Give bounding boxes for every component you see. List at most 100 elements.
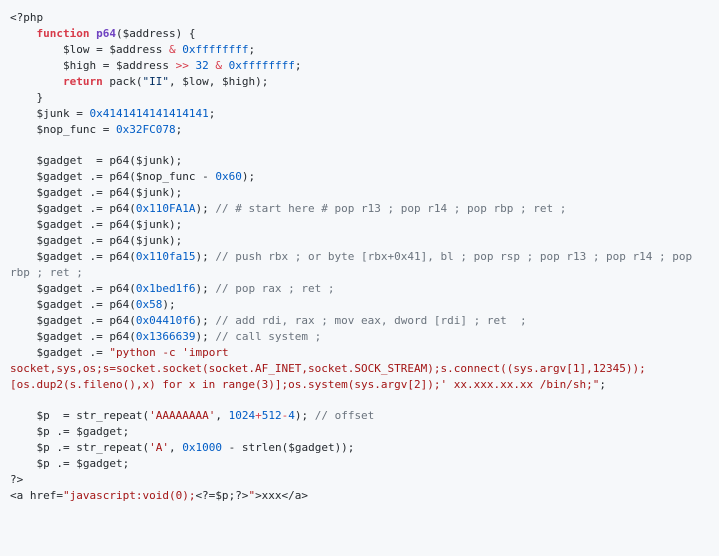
- code-token: (: [116, 27, 123, 40]
- code-token: $gadget: [37, 154, 83, 167]
- code-token: $gadget: [76, 425, 122, 438]
- code-token: $gadget: [37, 234, 83, 247]
- code-token: [10, 218, 37, 231]
- code-token: ));: [335, 441, 355, 454]
- code-token: $p: [37, 425, 50, 438]
- code-token: [10, 107, 37, 120]
- code-token: $gadget: [37, 218, 83, 231]
- code-token: $gadget: [37, 202, 83, 215]
- code-token: $nop_func: [136, 170, 196, 183]
- code-token: -: [195, 170, 215, 183]
- code-token: $gadget: [37, 346, 83, 359]
- code-token: );: [195, 250, 215, 263]
- code-token: $junk: [136, 186, 169, 199]
- code-token: "javascript:void(0);: [63, 489, 195, 502]
- code-token: 0x1bed1f6: [136, 282, 196, 295]
- code-token: [10, 409, 37, 422]
- code-token: 0x32FC078: [116, 123, 176, 136]
- code-token: );: [242, 170, 255, 183]
- code-token: +: [255, 409, 262, 422]
- code-token: [162, 43, 169, 56]
- code-token: .= p64(: [83, 314, 136, 327]
- code-token: $high: [222, 75, 255, 88]
- code-token: = str_repeat(: [50, 409, 149, 422]
- code-token: ;: [123, 457, 130, 470]
- code-token: [10, 43, 63, 56]
- code-token: [10, 154, 37, 167]
- code-token: ;: [599, 378, 606, 391]
- code-token: [10, 314, 37, 327]
- code-token: );: [295, 409, 315, 422]
- code-token: 'A': [149, 441, 169, 454]
- code-token: ?>: [10, 473, 23, 486]
- code-token: [10, 27, 37, 40]
- code-token: );: [162, 298, 175, 311]
- code-token: 0x58: [136, 298, 163, 311]
- code-token: [10, 170, 37, 183]
- code-token: [10, 457, 37, 470]
- code-token: [10, 346, 37, 359]
- code-token: = p64(: [83, 154, 136, 167]
- code-token: [10, 186, 37, 199]
- code-token: $gadget: [37, 314, 83, 327]
- code-token: $junk: [136, 154, 169, 167]
- code-token: 512: [262, 409, 282, 422]
- code-token: .=: [50, 457, 77, 470]
- code-token: [10, 75, 63, 88]
- code-token: $p: [215, 489, 228, 502]
- code-token: .= p64(: [83, 186, 136, 199]
- code-token: $high: [63, 59, 96, 72]
- code-token: .=: [50, 425, 77, 438]
- code-token: ,: [215, 409, 228, 422]
- code-token: $gadget: [37, 298, 83, 311]
- code-token: $gadget: [76, 457, 122, 470]
- code-token: .= p64(: [83, 298, 136, 311]
- code-token: $address: [109, 43, 162, 56]
- code-token: ,: [209, 75, 222, 88]
- code-token: $p: [37, 409, 50, 422]
- code-token: ) {: [176, 27, 196, 40]
- code-token: <?=: [195, 489, 215, 502]
- code-token: $gadget: [37, 186, 83, 199]
- code-token: );: [169, 186, 182, 199]
- code-token: return: [63, 75, 103, 88]
- code-token: .= p64(: [83, 282, 136, 295]
- code-token: $low: [63, 43, 90, 56]
- code-token: $junk: [136, 218, 169, 231]
- code-token: 'AAAAAAAA': [149, 409, 215, 422]
- code-token: $address: [123, 27, 176, 40]
- code-token: [10, 59, 63, 72]
- code-token: $low: [182, 75, 209, 88]
- code-token: 0x110fa15: [136, 250, 196, 263]
- code-token: [10, 234, 37, 247]
- code-token: 32: [195, 59, 208, 72]
- code-token: $nop_func: [37, 123, 97, 136]
- code-token: // pop rax ; ret ;: [215, 282, 334, 295]
- code-token: [10, 202, 37, 215]
- code-token: .= p64(: [83, 202, 136, 215]
- code-token: $address: [116, 59, 169, 72]
- code-token: );: [195, 314, 215, 327]
- code-token: .=: [83, 346, 110, 359]
- code-token: ;: [295, 59, 302, 72]
- code-token: ,: [169, 441, 182, 454]
- code-token: [10, 282, 37, 295]
- code-token: $junk: [136, 234, 169, 247]
- code-token: function: [37, 27, 90, 40]
- code-token: &: [215, 59, 222, 72]
- code-token: );: [195, 202, 215, 215]
- code-token: [10, 330, 37, 343]
- code-token: p64: [96, 27, 116, 40]
- code-token: 0xffffffff: [229, 59, 295, 72]
- code-token: [10, 425, 37, 438]
- code-token: 0x1000: [182, 441, 222, 454]
- code-token: 0x60: [215, 170, 242, 183]
- code-token: 1024: [229, 409, 256, 422]
- code-token: $gadget: [37, 330, 83, 343]
- code-token: - strlen(: [222, 441, 288, 454]
- code-token: [10, 441, 37, 454]
- code-token: 4: [288, 409, 295, 422]
- code-token: =: [96, 123, 116, 136]
- code-token: ,: [169, 75, 182, 88]
- code-token: );: [169, 234, 182, 247]
